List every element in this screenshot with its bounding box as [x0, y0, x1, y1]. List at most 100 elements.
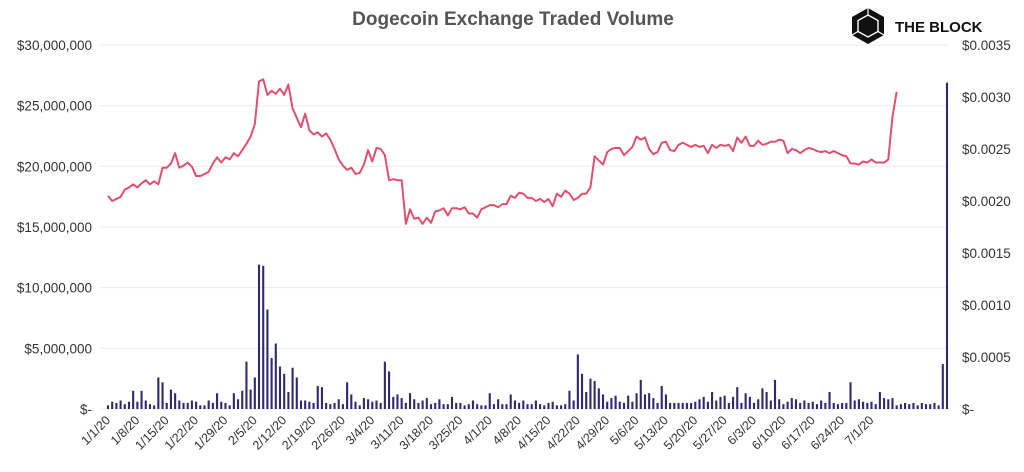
volume-bar: [400, 398, 403, 409]
volume-bar: [841, 402, 844, 409]
volume-bar: [698, 399, 701, 409]
volume-bar: [899, 404, 902, 409]
volume-bar: [702, 396, 705, 409]
volume-bar: [350, 394, 353, 409]
volume-bar: [853, 400, 856, 409]
left-tick-label: $10,000,000: [17, 281, 92, 296]
volume-bar: [635, 393, 638, 409]
volume-bar: [408, 393, 412, 409]
volume-bar: [123, 404, 126, 409]
volume-bar: [706, 401, 709, 409]
volume-bar: [165, 402, 168, 409]
volume-bar: [727, 402, 730, 409]
volume-bar: [136, 401, 139, 409]
volume-bar: [392, 396, 395, 409]
volume-bar: [333, 402, 336, 409]
volume-bar: [388, 371, 391, 409]
volume-bar: [572, 400, 575, 409]
volume-bar: [564, 404, 567, 409]
volume-bar: [287, 392, 290, 409]
right-tick-label: $-: [962, 402, 974, 417]
volume-bar: [845, 402, 848, 409]
left-tick-label: $-: [80, 402, 92, 417]
volume-bar: [589, 378, 592, 409]
volume-bar: [161, 382, 164, 409]
volume-bar: [442, 404, 445, 409]
volume-bar: [429, 404, 433, 409]
volume-bar: [551, 401, 554, 409]
volume-bar: [434, 402, 437, 409]
volume-bar: [241, 390, 244, 409]
volume-bar: [811, 401, 814, 409]
volume-bar: [815, 404, 819, 409]
volume-bar: [450, 396, 454, 409]
volume-bar: [740, 402, 743, 409]
volume-bar: [790, 398, 793, 409]
volume-bar: [929, 404, 932, 409]
left-tick-label: $25,000,000: [17, 99, 92, 114]
volume-bar: [220, 401, 223, 409]
volume-bar: [887, 399, 890, 409]
volume-bar: [601, 394, 605, 409]
volume-bar: [270, 358, 273, 409]
brand-name: THE BLOCK: [895, 19, 983, 36]
volume-bar: [476, 404, 479, 409]
volume-bar: [278, 366, 282, 409]
volume-bar: [866, 402, 869, 409]
volume-bar: [627, 395, 630, 409]
volume-bar: [664, 394, 667, 409]
volume-bar: [526, 404, 529, 409]
volume-bar: [262, 265, 265, 409]
volume-bar: [677, 402, 680, 409]
volume-bar: [119, 400, 122, 409]
volume-bar: [174, 393, 177, 409]
volume-bar: [765, 392, 768, 409]
volume-bar: [274, 343, 277, 409]
volume-bar: [497, 399, 500, 409]
volume-bar: [329, 404, 332, 409]
volume-bar: [106, 405, 110, 409]
volume-bar: [769, 400, 772, 409]
volume-bar: [199, 405, 202, 409]
volume-bar: [757, 399, 760, 409]
left-tick-label: $15,000,000: [17, 220, 92, 235]
volume-bar: [614, 395, 617, 409]
volume-bar: [467, 404, 470, 409]
volume-bar: [379, 402, 382, 409]
volume-bar: [509, 394, 512, 409]
price-line: [107, 78, 898, 225]
volume-bar: [862, 401, 865, 409]
volume-bar: [253, 377, 256, 409]
volume-bar: [752, 402, 756, 409]
volume-bar: [782, 404, 785, 409]
volume-bar: [748, 396, 751, 409]
volume-bar: [660, 385, 663, 409]
volume-bar: [375, 400, 378, 409]
grid-lines: [100, 44, 947, 410]
volume-bar: [337, 399, 340, 409]
right-tick-label: $0.0025: [962, 142, 1011, 157]
volume-bar: [933, 402, 936, 409]
x-tick-label: 7/1/20: [842, 413, 877, 448]
volume-bar: [920, 402, 923, 409]
volume-bar: [513, 400, 516, 409]
volume-bar: [257, 264, 261, 409]
volume-bar: [115, 402, 118, 409]
volume-bar: [580, 373, 584, 409]
volume-bar: [849, 382, 852, 409]
volume-bar: [153, 405, 156, 409]
volume-bar: [828, 392, 831, 409]
right-tick-label: $0.0035: [962, 38, 1011, 53]
volume-bar: [715, 400, 718, 409]
volume-bar: [937, 405, 940, 409]
volume-bar: [631, 401, 634, 409]
volume-bar: [396, 394, 399, 409]
volume-bar: [178, 400, 181, 409]
volume-bar: [325, 402, 328, 409]
volume-bar: [870, 401, 873, 409]
volume-bar: [773, 379, 777, 409]
volume-bar: [744, 393, 747, 409]
volume-bar: [459, 402, 462, 409]
left-axis-ticks: $- $5,000,000 $10,000,000 $15,000,000 $20,00…: [17, 38, 92, 417]
